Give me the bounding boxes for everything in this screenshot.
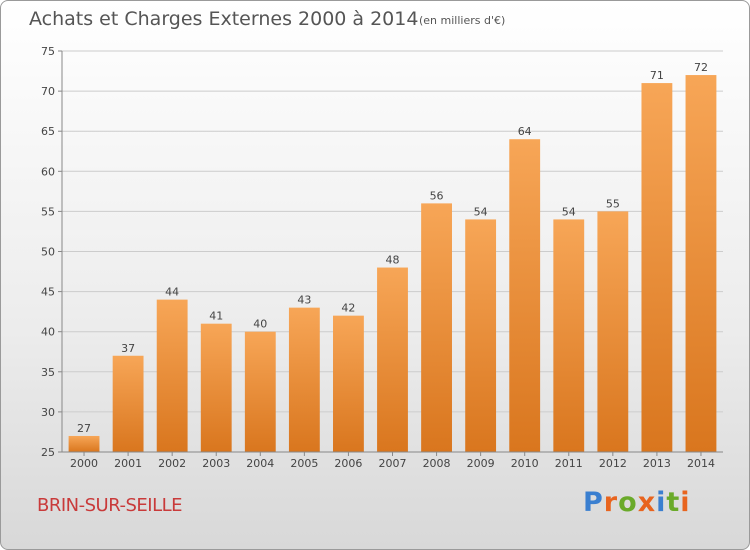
data-label: 72 (694, 61, 708, 74)
y-tick-label: 70 (41, 85, 55, 98)
logo-letter: i (656, 487, 667, 518)
x-tick-label: 2006 (334, 457, 362, 470)
x-tick-label: 2014 (687, 457, 715, 470)
bar (200, 323, 232, 452)
y-tick-label: 35 (41, 366, 55, 379)
y-tick-label: 50 (41, 246, 55, 259)
axes (58, 50, 723, 456)
bar (333, 315, 364, 452)
logo-letter: r (603, 487, 619, 518)
bar (112, 355, 144, 452)
logo-letter: t (666, 487, 681, 518)
chart-title: Achats et Charges Externes 2000 à 2014 (29, 8, 419, 30)
data-label: 48 (386, 254, 400, 267)
y-tick-label: 45 (41, 286, 55, 299)
y-tick-label: 55 (41, 205, 55, 218)
logo-letter: x (637, 487, 657, 518)
y-tick-label: 25 (41, 446, 55, 459)
x-tick-label: 2007 (379, 457, 407, 470)
x-tick-label: 2004 (246, 457, 274, 470)
bar (288, 307, 320, 452)
bar (68, 435, 100, 452)
bar (641, 83, 673, 452)
y-tick-label: 30 (41, 406, 55, 419)
bar (685, 75, 717, 452)
data-label: 37 (121, 342, 135, 355)
bar (377, 267, 408, 452)
x-tick-label: 2009 (467, 457, 495, 470)
bar (465, 219, 497, 452)
logo-letter: i (680, 487, 691, 518)
data-label: 41 (209, 310, 223, 323)
bar (509, 139, 541, 452)
x-tick-label: 2013 (643, 457, 671, 470)
data-label: 55 (606, 197, 620, 210)
bars (68, 75, 717, 452)
y-tick-label: 75 (41, 45, 55, 58)
commune-name: BRIN-SUR-SEILLE (37, 495, 183, 516)
y-tick-label: 40 (41, 326, 55, 339)
chart-subtitle: (en milliers d'€) (419, 14, 506, 27)
bar (553, 219, 585, 452)
proxiti-logo: Proxiti (583, 487, 691, 518)
bar (244, 331, 276, 452)
x-tick-label: 2003 (202, 457, 230, 470)
data-label: 43 (297, 294, 311, 307)
data-label: 64 (518, 125, 532, 138)
x-tick-label: 2012 (599, 457, 627, 470)
logo-letter: o (618, 487, 638, 518)
x-tick-label: 2010 (511, 457, 539, 470)
data-label: 54 (474, 205, 488, 218)
x-tick-label: 2000 (70, 457, 98, 470)
data-label: 27 (77, 422, 91, 435)
x-tick-label: 2001 (114, 457, 142, 470)
y-tick-label: 65 (41, 125, 55, 138)
data-label: 56 (430, 189, 444, 202)
x-tick-label: 2011 (555, 457, 583, 470)
logo-letter: P (583, 487, 604, 518)
data-label: 44 (165, 286, 179, 299)
data-label: 42 (341, 302, 355, 315)
x-tick-label: 2008 (423, 457, 451, 470)
data-label: 40 (253, 318, 267, 331)
x-tick-label: 2005 (290, 457, 318, 470)
data-label: 71 (650, 69, 664, 82)
labels: 25 30 35 40 45 50 55 60 65 70 75 27 2000 37 2001 44 2002… (41, 45, 715, 470)
y-tick-label: 60 (41, 165, 55, 178)
x-tick-label: 2002 (158, 457, 186, 470)
bar (421, 203, 452, 452)
bar (156, 299, 188, 452)
bar (597, 211, 629, 452)
data-label: 54 (562, 205, 576, 218)
